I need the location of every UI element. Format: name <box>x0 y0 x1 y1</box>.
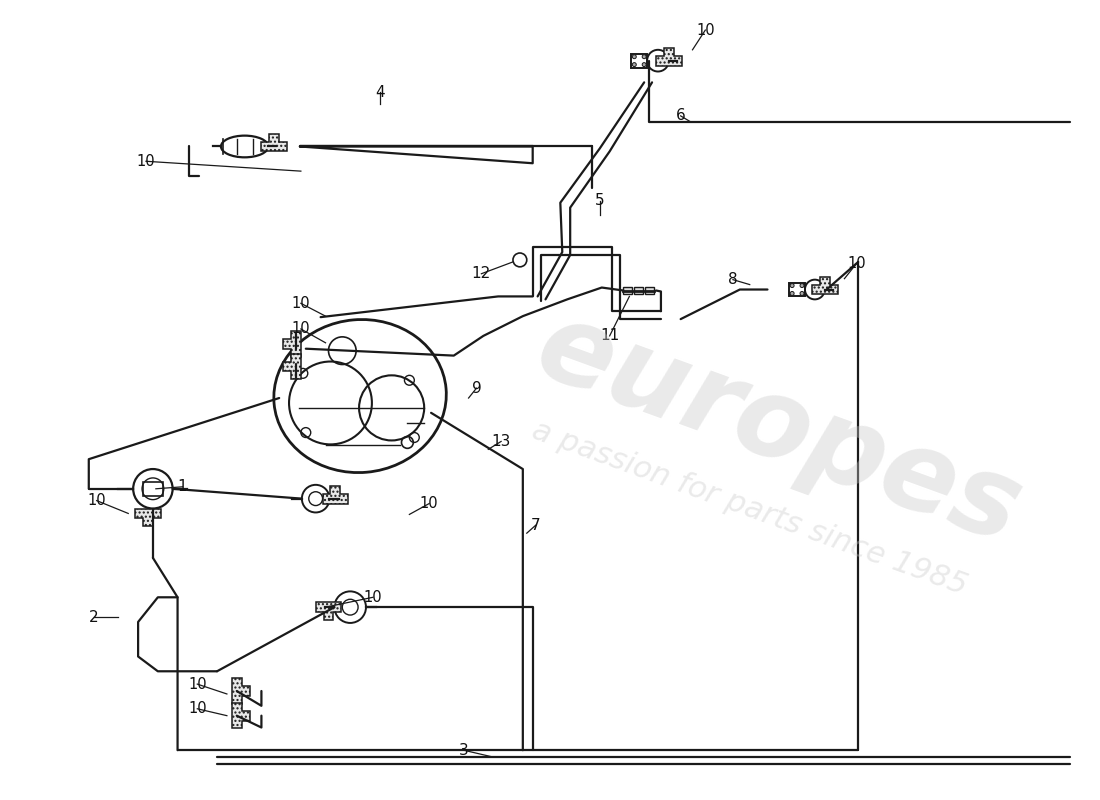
Text: 13: 13 <box>492 434 510 449</box>
Text: 12: 12 <box>472 266 491 282</box>
Text: 1: 1 <box>178 479 187 494</box>
Circle shape <box>800 291 804 295</box>
Text: 7: 7 <box>531 518 540 533</box>
Bar <box>635 286 643 294</box>
Text: 10: 10 <box>292 322 310 337</box>
Text: 10: 10 <box>188 702 207 716</box>
Circle shape <box>800 283 804 287</box>
Text: 9: 9 <box>472 381 482 396</box>
Circle shape <box>790 291 794 295</box>
Circle shape <box>642 54 646 58</box>
Polygon shape <box>262 134 287 151</box>
Bar <box>646 286 654 294</box>
Circle shape <box>632 62 636 66</box>
Circle shape <box>790 283 794 287</box>
Text: 10: 10 <box>364 590 382 605</box>
Polygon shape <box>283 354 301 379</box>
Text: 8: 8 <box>728 272 738 287</box>
Bar <box>789 282 805 297</box>
Text: 4: 4 <box>375 85 385 100</box>
Text: 10: 10 <box>87 493 106 508</box>
Text: 10: 10 <box>847 256 866 271</box>
Text: 11: 11 <box>600 328 619 343</box>
Text: 6: 6 <box>675 108 685 123</box>
Bar <box>143 482 163 496</box>
Polygon shape <box>232 703 250 729</box>
Text: a passion for parts since 1985: a passion for parts since 1985 <box>528 416 971 601</box>
Polygon shape <box>232 678 250 704</box>
Text: 10: 10 <box>188 677 207 692</box>
Text: 10: 10 <box>136 154 155 169</box>
Text: 10: 10 <box>292 296 310 311</box>
Polygon shape <box>135 509 161 526</box>
Polygon shape <box>812 277 837 294</box>
Text: europes: europes <box>522 293 1035 566</box>
Bar <box>631 54 647 67</box>
Circle shape <box>632 54 636 58</box>
Bar <box>624 286 632 294</box>
Polygon shape <box>316 602 341 620</box>
Text: 3: 3 <box>459 742 469 758</box>
Circle shape <box>642 62 646 66</box>
Text: 10: 10 <box>420 496 439 511</box>
Polygon shape <box>322 486 349 503</box>
Polygon shape <box>656 48 682 66</box>
Text: 10: 10 <box>696 22 715 38</box>
Text: 2: 2 <box>89 610 99 625</box>
Polygon shape <box>283 331 301 357</box>
Text: 5: 5 <box>595 194 605 208</box>
